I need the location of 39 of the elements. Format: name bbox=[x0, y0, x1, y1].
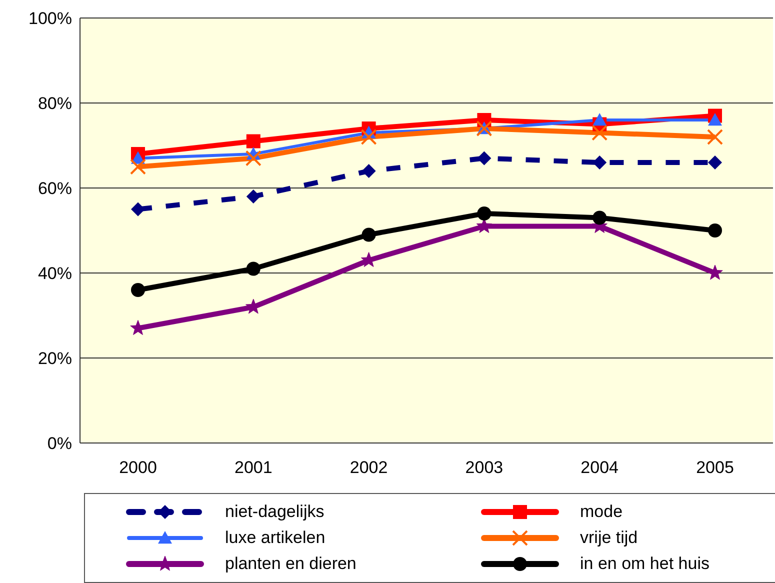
point bbox=[362, 228, 376, 242]
legend-label: planten en dieren bbox=[225, 554, 356, 574]
x-tick-label: 2004 bbox=[580, 458, 619, 478]
point bbox=[360, 129, 377, 145]
point bbox=[246, 190, 260, 204]
point bbox=[131, 202, 145, 216]
y-tick-label: 80% bbox=[38, 94, 72, 114]
point bbox=[592, 124, 608, 141]
point bbox=[592, 156, 607, 170]
x-tick-label: 2001 bbox=[234, 458, 272, 478]
point bbox=[477, 151, 492, 166]
point bbox=[131, 283, 145, 297]
point bbox=[708, 156, 722, 170]
point bbox=[130, 158, 146, 175]
point bbox=[708, 224, 722, 238]
y-tick-label: 40% bbox=[38, 264, 72, 284]
point bbox=[246, 134, 260, 148]
point bbox=[246, 262, 260, 276]
y-tick-label: 60% bbox=[38, 179, 72, 198]
legend-label: vrije tijd bbox=[580, 528, 638, 548]
y-tick-label: 20% bbox=[38, 349, 72, 368]
x-tick-label: 2003 bbox=[465, 458, 504, 478]
y-tick-label: 100% bbox=[28, 9, 72, 28]
x-tick-label: 2000 bbox=[119, 458, 157, 478]
x-tick-label: 2005 bbox=[696, 458, 734, 478]
point bbox=[592, 113, 607, 126]
point bbox=[707, 129, 723, 145]
point bbox=[362, 164, 376, 178]
legend-label: luxe artikelen bbox=[225, 528, 326, 548]
x-tick-label: 2002 bbox=[350, 458, 388, 478]
y-tick-label: 0% bbox=[47, 434, 72, 454]
point bbox=[477, 206, 492, 220]
legend-label: in en om het huis bbox=[580, 554, 710, 574]
point bbox=[592, 210, 607, 225]
legend-label: mode bbox=[580, 502, 623, 522]
point bbox=[708, 113, 722, 126]
point bbox=[476, 218, 492, 233]
legend-label: niet-dagelijks bbox=[225, 502, 324, 522]
point bbox=[245, 150, 262, 166]
